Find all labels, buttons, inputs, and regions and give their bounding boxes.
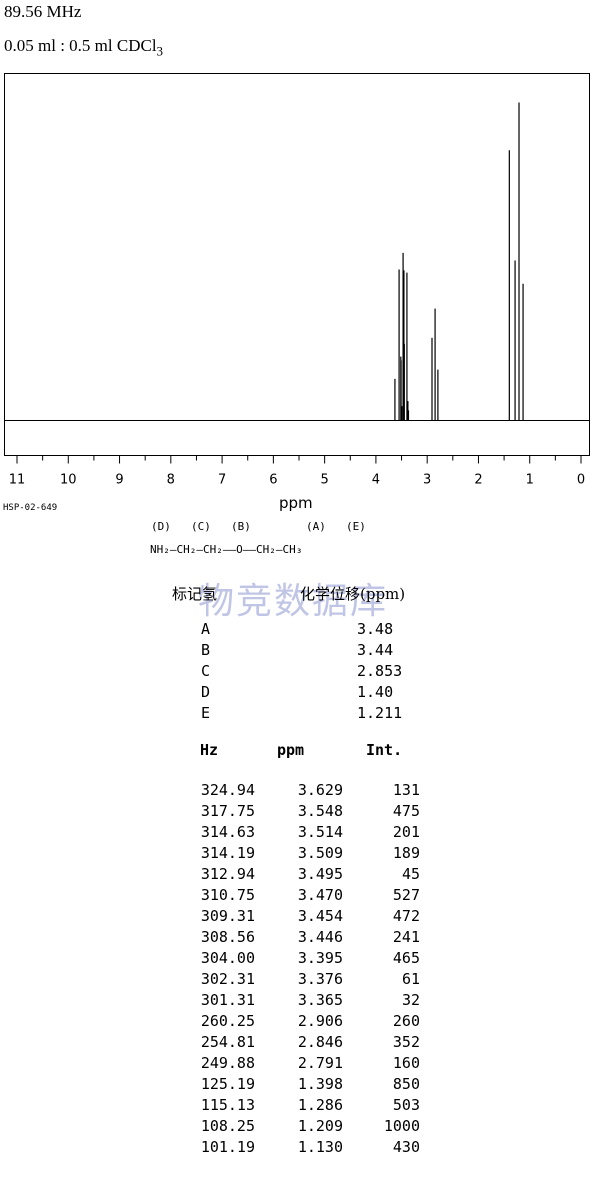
- peak-ppm: 3.509: [297, 844, 343, 862]
- peak-hz: 301.31: [200, 991, 255, 1009]
- shift-label: B: [201, 641, 211, 659]
- x-tick-label: 0: [577, 473, 585, 488]
- peak-ppm: 3.470: [297, 886, 343, 904]
- position-label-b: (B): [231, 520, 251, 533]
- x-tick-label: 1: [526, 473, 534, 488]
- peak-int: 430: [392, 1138, 420, 1156]
- peak-hz: 125.19: [200, 1075, 255, 1093]
- watermark: 物竞数据库: [198, 581, 389, 622]
- peak-int: 260: [392, 1012, 420, 1030]
- peak-int: 45: [401, 865, 420, 883]
- peak-int: 160: [392, 1054, 420, 1072]
- peak-int: 61: [401, 970, 420, 988]
- shift-value: 3.48: [357, 620, 394, 638]
- peak-col-hz: Hz: [200, 741, 219, 759]
- peak-ppm: 3.495: [297, 865, 343, 883]
- peak-ppm: 1.398: [297, 1075, 343, 1093]
- spectrum-code: HSP-02-649: [3, 503, 58, 513]
- peak-ppm: 3.376: [297, 970, 343, 988]
- peak-col-ppm: ppm: [277, 741, 305, 759]
- peak-hz: 310.75: [200, 886, 255, 904]
- peak-hz: 302.31: [200, 970, 255, 988]
- peak-col-int: Int.: [366, 741, 403, 759]
- peak-ppm: 3.629: [297, 781, 343, 799]
- peak-int: 241: [392, 928, 420, 946]
- shift-label: A: [201, 620, 211, 638]
- shift-label: C: [201, 662, 211, 680]
- shift-label: E: [201, 704, 211, 722]
- position-label-c: (C): [191, 520, 211, 533]
- peak-hz: 254.81: [200, 1033, 255, 1051]
- peak-int: 32: [401, 991, 420, 1009]
- peak-hz: 317.75: [200, 802, 255, 820]
- x-tick-label: 6: [269, 473, 277, 488]
- peak-hz: 108.25: [200, 1117, 255, 1135]
- peak-hz: 314.19: [200, 844, 255, 862]
- x-tick-label: 4: [372, 473, 380, 488]
- peak-ppm: 3.395: [297, 949, 343, 967]
- peak-ppm: 3.514: [297, 823, 343, 841]
- plot-frame: [4, 73, 590, 456]
- sample-solvent: 0.05 ml : 0.5 ml CDCl3: [4, 36, 163, 59]
- structure-formula: NH₂—CH₂—CH₂——O——CH₂—CH₃: [150, 543, 303, 556]
- shift-col-label: 标记氢: [172, 585, 218, 603]
- peak-int: 503: [392, 1096, 420, 1114]
- sample-text: 0.05 ml : 0.5 ml CDCl: [4, 36, 157, 55]
- x-tick-label: 8: [167, 473, 175, 488]
- peak-ppm: 1.286: [297, 1096, 343, 1114]
- peak-int: 465: [392, 949, 420, 967]
- peak-ppm: 3.365: [297, 991, 343, 1009]
- peak-hz: 312.94: [200, 865, 255, 883]
- position-label-d: (D): [151, 520, 171, 533]
- shift-value: 3.44: [357, 641, 394, 659]
- peak-hz: 308.56: [200, 928, 255, 946]
- x-axis-label: ppm: [279, 494, 313, 512]
- x-tick-label: 2: [474, 473, 482, 488]
- peak-int: 475: [392, 802, 420, 820]
- peak-int: 131: [392, 781, 420, 799]
- peak-hz: 101.19: [200, 1138, 255, 1156]
- peak-hz: 249.88: [200, 1054, 255, 1072]
- peak-hz: 304.00: [200, 949, 255, 967]
- peak-int: 472: [392, 907, 420, 925]
- peak-ppm: 1.209: [297, 1117, 343, 1135]
- peak-hz: 314.63: [200, 823, 255, 841]
- shift-col-value: 化学位移(ppm): [300, 585, 406, 603]
- peak-hz: 115.13: [200, 1096, 255, 1114]
- shift-value: 1.40: [357, 683, 394, 701]
- peak-int: 189: [392, 844, 420, 862]
- peak-int: 850: [392, 1075, 420, 1093]
- shift-label: D: [201, 683, 211, 701]
- peak-ppm: 2.846: [297, 1033, 343, 1051]
- peak-hz: 309.31: [200, 907, 255, 925]
- x-tick-label: 10: [60, 473, 77, 488]
- shift-value: 2.853: [357, 662, 403, 680]
- x-tick-label: 9: [115, 473, 123, 488]
- peak-ppm: 2.906: [297, 1012, 343, 1030]
- peak-ppm: 1.130: [297, 1138, 343, 1156]
- x-tick-label: 5: [320, 473, 328, 488]
- peak-ppm: 3.454: [297, 907, 343, 925]
- peak-hz: 324.94: [200, 781, 255, 799]
- peak-int: 527: [392, 886, 420, 904]
- x-tick-label: 3: [423, 473, 431, 488]
- peak-ppm: 3.548: [297, 802, 343, 820]
- shift-value: 1.211: [357, 704, 403, 722]
- peak-hz: 260.25: [200, 1012, 255, 1030]
- x-tick-label: 7: [218, 473, 226, 488]
- peak-ppm: 3.446: [297, 928, 343, 946]
- peak-int: 201: [392, 823, 420, 841]
- position-label-a: (A): [306, 520, 326, 533]
- peak-int: 352: [392, 1033, 420, 1051]
- peak-int: 1000: [383, 1117, 420, 1135]
- sample-subscript: 3: [156, 43, 164, 59]
- x-tick-label: 11: [9, 473, 26, 488]
- spectrometer-frequency: 89.56 MHz: [4, 2, 82, 21]
- peak-ppm: 2.791: [297, 1054, 343, 1072]
- nmr-spectrum-chart: 11 10 9 8 7 6 5 4 3 2 1 0: [4, 73, 590, 488]
- position-label-e: (E): [346, 520, 366, 533]
